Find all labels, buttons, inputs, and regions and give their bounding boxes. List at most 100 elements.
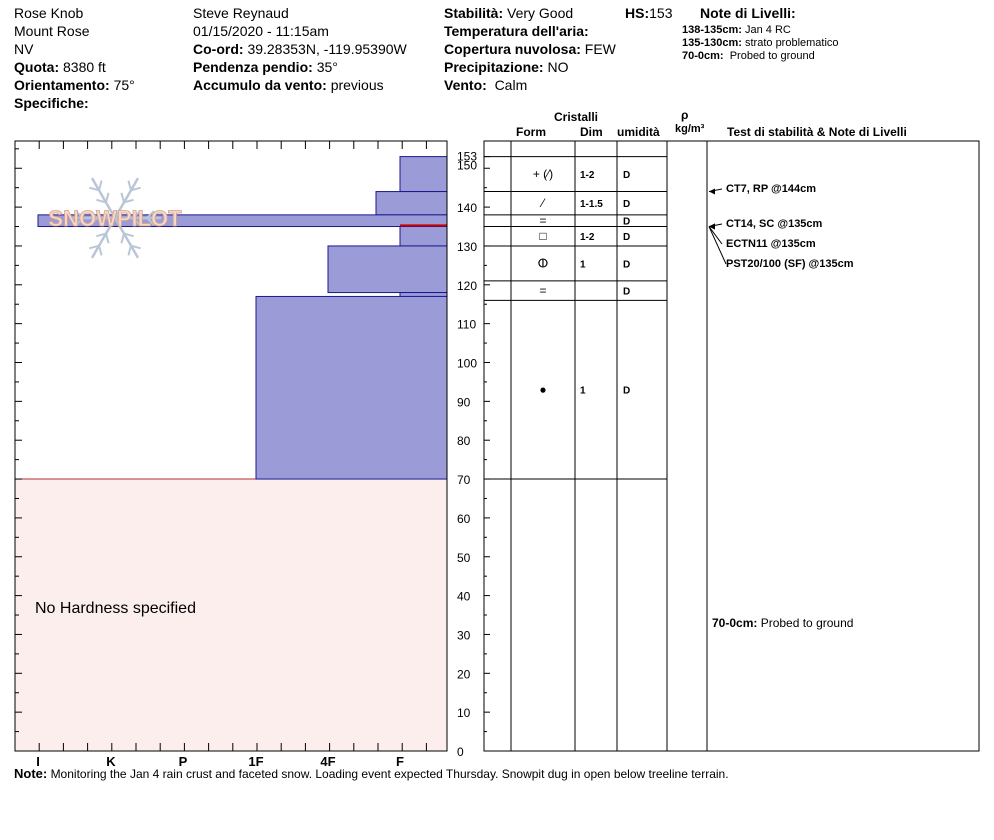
hardness-bar bbox=[327, 245, 448, 294]
wind-row: Vento: Calm bbox=[444, 76, 527, 94]
snowflake-branch bbox=[127, 180, 132, 191]
height-tick-label: 40 bbox=[457, 590, 471, 604]
height-tick-label: 110 bbox=[457, 318, 476, 332]
stability-label: Stabilità: bbox=[444, 5, 504, 21]
snowflake-branch bbox=[130, 186, 141, 192]
elevation-value: 8380 ft bbox=[63, 59, 106, 75]
stability-arrowhead bbox=[709, 188, 715, 195]
hardness-tick-label: F bbox=[396, 754, 404, 769]
cloud-label: Copertura nuvolosa: bbox=[444, 41, 581, 57]
coord-label: Co-ord: bbox=[193, 41, 244, 57]
stability-value: Very Good bbox=[507, 5, 574, 21]
height-tick-label: 120 bbox=[457, 279, 477, 293]
hs-label: HS: bbox=[625, 5, 650, 21]
layer-note-range: 135-130cm: bbox=[682, 37, 742, 49]
layer-size: 1 bbox=[580, 259, 586, 270]
moisture-header: umidità bbox=[617, 125, 660, 139]
layer-note-text: Probed to ground bbox=[729, 50, 815, 62]
size-header: Dim bbox=[580, 125, 603, 139]
hardness-bar bbox=[399, 292, 448, 297]
observer-name: Steve Reynaud bbox=[193, 5, 289, 21]
cloud-value: FEW bbox=[584, 41, 616, 57]
stability-arrowhead bbox=[709, 223, 715, 230]
hardness-frame bbox=[14, 140, 448, 752]
layer-size: 1-2 bbox=[580, 232, 595, 243]
layer-form: = bbox=[539, 214, 546, 228]
height-tick-label: 100 bbox=[457, 357, 477, 371]
stability-row: Stabilità: Very Good bbox=[444, 4, 573, 22]
snowpilot-logo-text: SNOWPILOT bbox=[48, 206, 182, 231]
layer-note-text: strato problematico bbox=[745, 37, 839, 49]
hardness-tick-label: P bbox=[179, 754, 188, 769]
layer-moisture: D bbox=[623, 259, 630, 270]
precip-label: Precipitazione: bbox=[444, 59, 544, 75]
side-note-range: 70-0cm: bbox=[712, 616, 757, 630]
snowflake-arm bbox=[113, 217, 140, 259]
elevation-label: Quota: bbox=[14, 59, 60, 75]
elevation-row: Quota: 8380 ft bbox=[14, 58, 106, 76]
note-text: Monitoring the Jan 4 rain crust and face… bbox=[50, 767, 729, 781]
location-name: Rose Knob bbox=[14, 5, 84, 21]
stability-notes-header: Test di stabilità & Note di Livelli bbox=[727, 125, 907, 139]
air-temp-row: Temperatura dell'aria: bbox=[444, 22, 589, 40]
hardness-tick-label: K bbox=[106, 754, 116, 769]
stability-test-label: CT7, RP @144cm bbox=[726, 183, 816, 195]
slope-row: Pendenza pendio: 35° bbox=[193, 58, 338, 76]
form-header: Form bbox=[516, 125, 546, 139]
layer-size: 1-1.5 bbox=[580, 199, 603, 210]
hardness-tick-label: I bbox=[36, 754, 40, 769]
snowflake-branch bbox=[89, 244, 100, 250]
stability-test-label: ECTN11 @135cm bbox=[726, 238, 816, 250]
layer-form: = bbox=[539, 284, 546, 298]
note-row: Note: Monitoring the Jan 4 rain crust an… bbox=[14, 767, 729, 781]
snowflake-branch bbox=[89, 210, 98, 219]
snowflake-branch bbox=[105, 192, 110, 203]
hardness-profile: I K P 1F 4F F bbox=[14, 140, 448, 769]
density-unit-header: kg/m³ bbox=[675, 123, 705, 135]
aspect-value: 75° bbox=[113, 77, 135, 93]
air-temp-label: Temperatura dell'aria: bbox=[444, 23, 589, 39]
snowflake-branch bbox=[132, 217, 141, 226]
height-tick-label: 60 bbox=[457, 512, 471, 526]
height-tick-label: 0 bbox=[457, 745, 464, 759]
snowflake-branch bbox=[96, 198, 107, 204]
layer-moisture: D bbox=[623, 287, 630, 298]
hardness-tick-label: 4F bbox=[320, 754, 335, 769]
layer-notes-title: Note di Livelli: bbox=[700, 5, 796, 21]
wind-load-value: previous bbox=[330, 77, 384, 93]
layer-size: 1-2 bbox=[580, 170, 595, 181]
snowflake-branch bbox=[123, 198, 134, 204]
snowflake-branch bbox=[75, 217, 84, 226]
height-tick-label: 80 bbox=[457, 434, 471, 448]
snowflake-branch bbox=[146, 210, 155, 219]
height-tick-label: 150 bbox=[457, 158, 477, 172]
layer-note-range: 70-0cm: bbox=[682, 50, 724, 62]
layer-note: 70-0cm: Probed to ground bbox=[682, 50, 815, 63]
side-note-text: Probed to ground bbox=[757, 616, 853, 630]
snowflake-branch bbox=[123, 232, 134, 238]
layer-moisture: D bbox=[623, 170, 630, 181]
hardness-bar bbox=[399, 156, 448, 193]
height-tick-label: 20 bbox=[457, 667, 471, 681]
snowflake-branch bbox=[127, 245, 132, 256]
specifics-label: Specifiche: bbox=[14, 95, 89, 111]
hardness-tick-label: 1F bbox=[248, 754, 263, 769]
height-tick-label: 30 bbox=[457, 628, 471, 642]
snowflake-branch bbox=[89, 217, 98, 226]
precip-value: NO bbox=[547, 59, 569, 75]
height-tick-label: 50 bbox=[457, 551, 471, 565]
layer-form: ⁄ bbox=[539, 196, 546, 210]
slope-label: Pendenza pendio: bbox=[193, 59, 313, 75]
stability-test-label: PST20/100 (SF) @135cm bbox=[726, 258, 854, 270]
snowpilot-logo: SNOWPILOT bbox=[48, 177, 183, 259]
area-name: Mount Rose bbox=[14, 23, 90, 39]
wind-load-label: Accumulo da vento: bbox=[193, 77, 327, 93]
stability-test-label: CT14, SC @135cm bbox=[726, 218, 823, 230]
snowflake-branch bbox=[96, 232, 107, 238]
crystals-header: Cristalli bbox=[554, 110, 599, 124]
state-name: NV bbox=[14, 41, 34, 57]
stability-arrow bbox=[708, 226, 727, 265]
stability-arrow bbox=[708, 226, 723, 245]
